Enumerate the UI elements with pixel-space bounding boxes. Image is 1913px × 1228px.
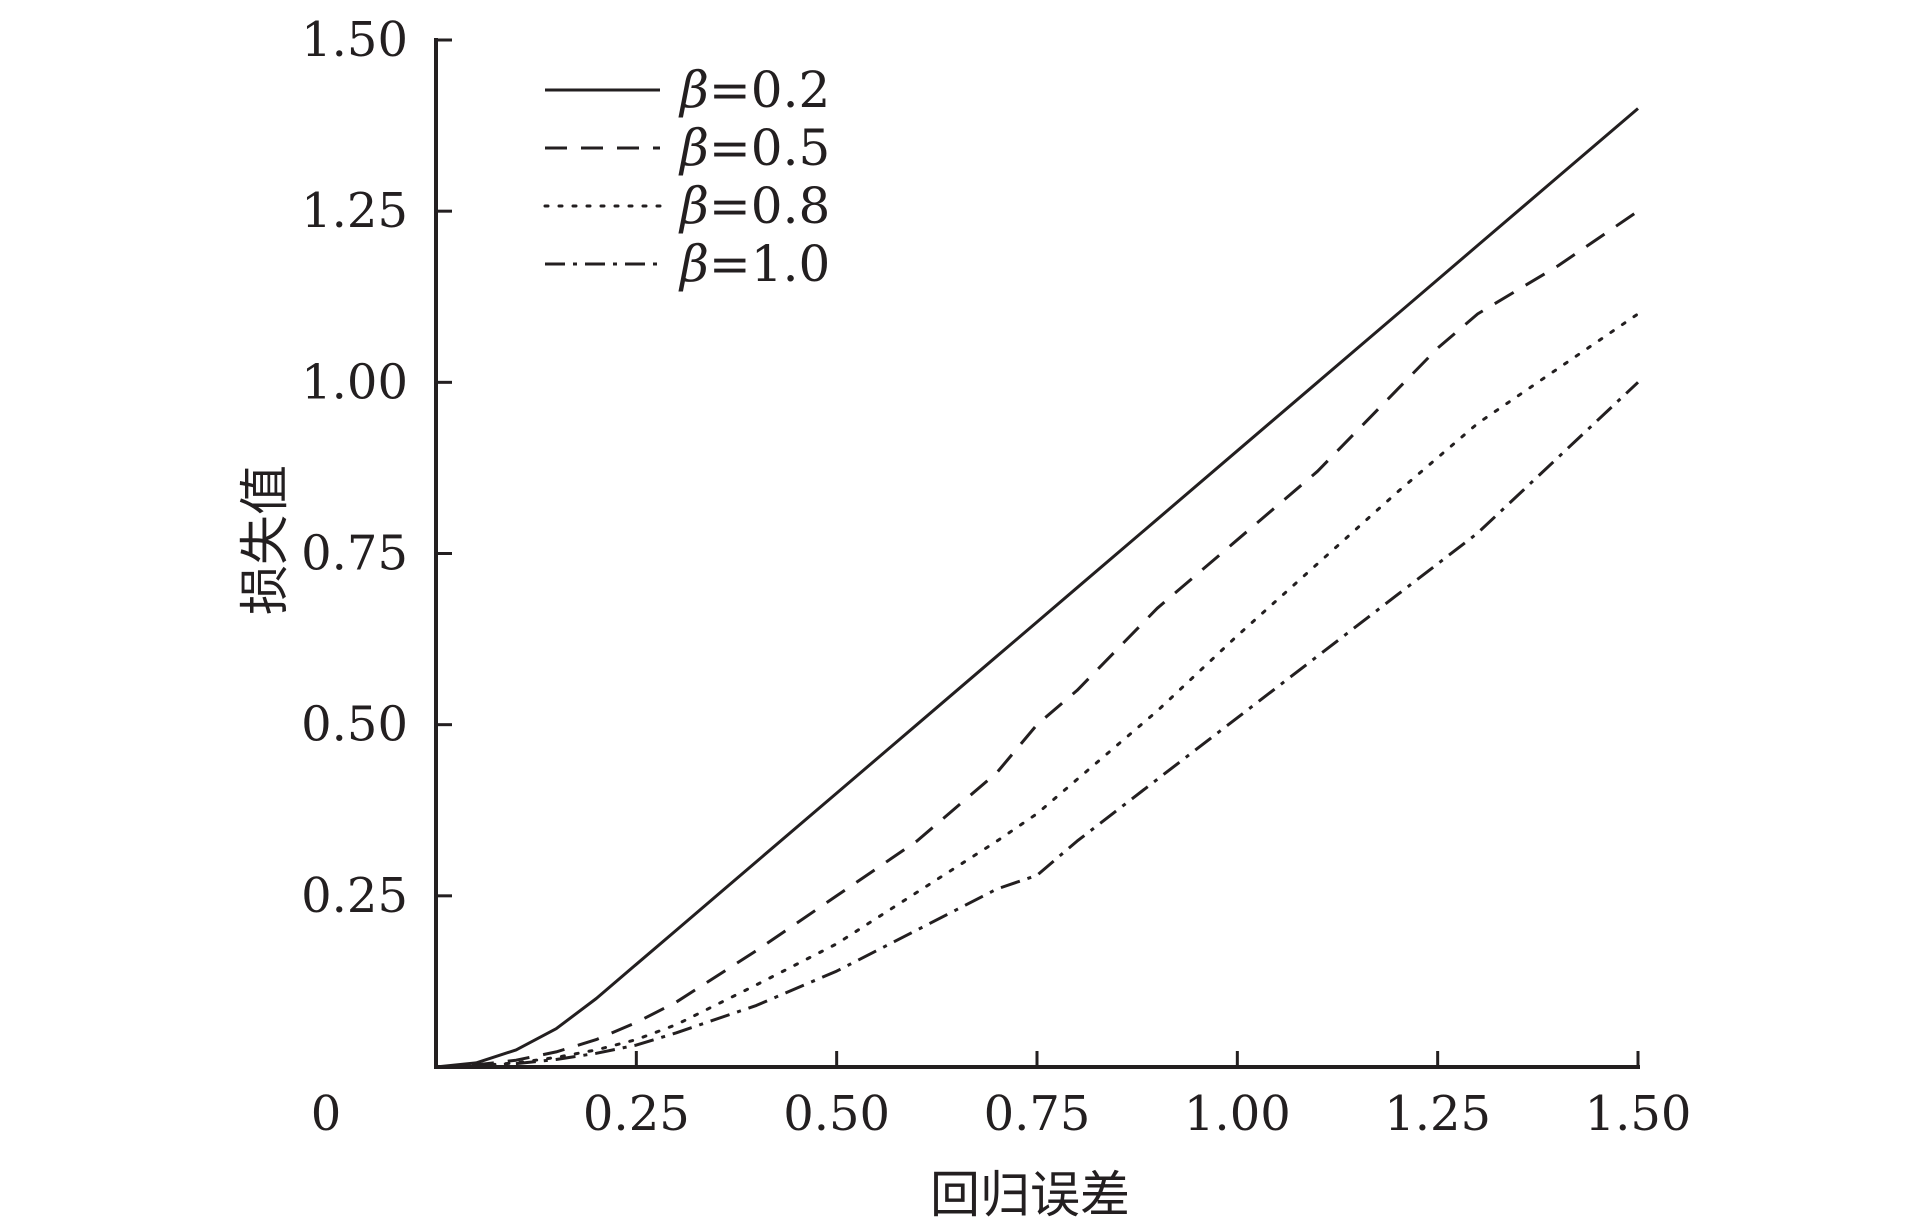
legend-greek-3: β <box>678 177 709 235</box>
legend-label-1: β=0.2 <box>678 61 830 119</box>
ticks <box>436 38 1640 1067</box>
x-tick-label-1: 0.25 <box>583 1086 690 1142</box>
y-tick-label-4: 1.00 <box>301 354 408 410</box>
legend-label-2: β=0.5 <box>678 119 830 177</box>
legend-value-4: =1.0 <box>709 235 830 293</box>
axes <box>434 38 1640 1069</box>
tick-labels: 0 0.25 0.50 0.75 1.00 1.25 1.50 0.25 0.50 0.75 1.… <box>301 12 1691 1142</box>
y-tick-label-6: 1.50 <box>301 12 408 68</box>
y-axis-title: 损失值 <box>236 465 294 615</box>
y-tick-label-3: 0.75 <box>301 526 408 582</box>
legend-value-1: =0.2 <box>709 61 830 119</box>
legend-value-3: =0.8 <box>709 177 830 235</box>
legend-greek-2: β <box>678 119 709 177</box>
x-axis-title: 回归误差 <box>930 1166 1130 1224</box>
x-tick-label-2: 0.50 <box>783 1086 890 1142</box>
series-line-1 <box>435 107 1639 1069</box>
y-tick-label-1: 0.25 <box>301 868 408 924</box>
legend-greek-4: β <box>678 235 709 293</box>
x-tick-label-3: 0.75 <box>984 1086 1091 1142</box>
legend-value-2: =0.5 <box>709 119 830 177</box>
x-tick-label-6: 1.50 <box>1585 1086 1692 1142</box>
series-line-3 <box>434 312 1640 1069</box>
x-tick-label-5: 1.25 <box>1384 1086 1491 1142</box>
legend-label-3: β=0.8 <box>678 177 830 235</box>
series-line-2 <box>435 209 1639 1069</box>
x-tick-label-4: 1.00 <box>1184 1086 1291 1142</box>
legend: β=0.2β=0.5β=0.8β=1.0 <box>543 61 830 293</box>
origin-tick-label: 0 <box>311 1086 342 1142</box>
legend-label-4: β=1.0 <box>678 235 830 293</box>
y-tick-label-5: 1.25 <box>301 183 408 239</box>
series-line-4 <box>435 381 1640 1069</box>
y-tick-label-2: 0.50 <box>301 697 408 753</box>
legend-greek-1: β <box>678 61 709 119</box>
series-lines <box>434 107 1640 1069</box>
